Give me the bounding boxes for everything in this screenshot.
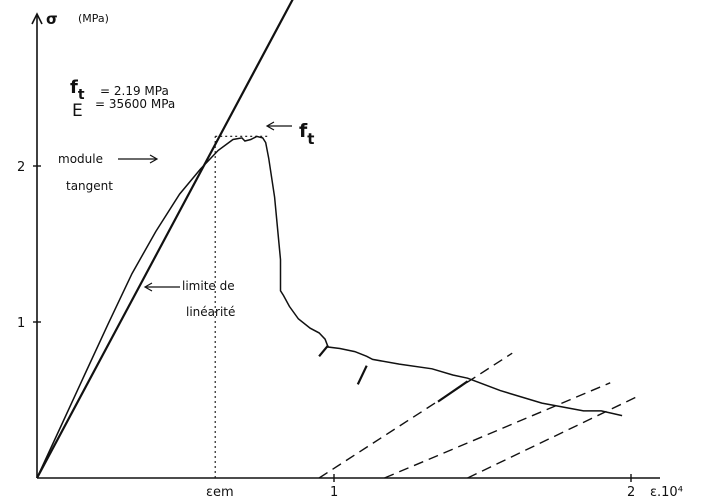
axis-ticks: 1 2 1 2 bbox=[17, 160, 635, 500]
limite-label-line2: linéarité bbox=[186, 305, 235, 319]
reload-secant-0 bbox=[318, 352, 513, 479]
ft-value: = 2.19 MPa bbox=[100, 84, 169, 98]
ft-marker-label: ft bbox=[299, 120, 314, 148]
y-tick-label-1: 2 bbox=[17, 160, 25, 175]
x-axis-label: ε.10⁴ bbox=[650, 485, 683, 500]
module-tangent-label-line1: module bbox=[58, 152, 103, 166]
data-marks bbox=[36, 0, 641, 479]
module-tangent-arrowhead bbox=[149, 154, 159, 164]
reload-secant-1 bbox=[384, 382, 611, 479]
limite-label-line1: limite de bbox=[182, 279, 235, 293]
ft-subscript: t bbox=[78, 87, 85, 103]
ft-marker-arrowhead bbox=[265, 121, 275, 131]
tangent-modulus-line bbox=[36, 0, 294, 479]
limite-arrowhead bbox=[143, 282, 153, 292]
x-tick-label-1: 2 bbox=[627, 485, 635, 500]
y-axis-symbol: σ bbox=[46, 10, 58, 28]
unloading-stub-1 bbox=[356, 365, 368, 385]
ft-label: ft bbox=[70, 77, 85, 103]
y-tick-label-0: 1 bbox=[17, 316, 25, 331]
stress-strain-envelope bbox=[36, 135, 623, 479]
y-axis-arrow bbox=[31, 12, 43, 25]
reload-secant-2 bbox=[467, 394, 641, 479]
y-axis-unit: (MPa) bbox=[78, 12, 109, 25]
x-tick-label-0: 1 bbox=[330, 485, 338, 500]
e-value: = 35600 MPa bbox=[95, 97, 175, 111]
epsilon-em-label: εem bbox=[206, 485, 234, 500]
module-tangent-label-line2: tangent bbox=[66, 179, 113, 193]
unloading-stub-0 bbox=[318, 344, 329, 358]
material-properties: ft = 2.19 MPa E = 35600 MPa bbox=[70, 77, 175, 121]
e-label: E bbox=[72, 101, 83, 121]
ft-marker-subscript: t bbox=[307, 130, 314, 148]
